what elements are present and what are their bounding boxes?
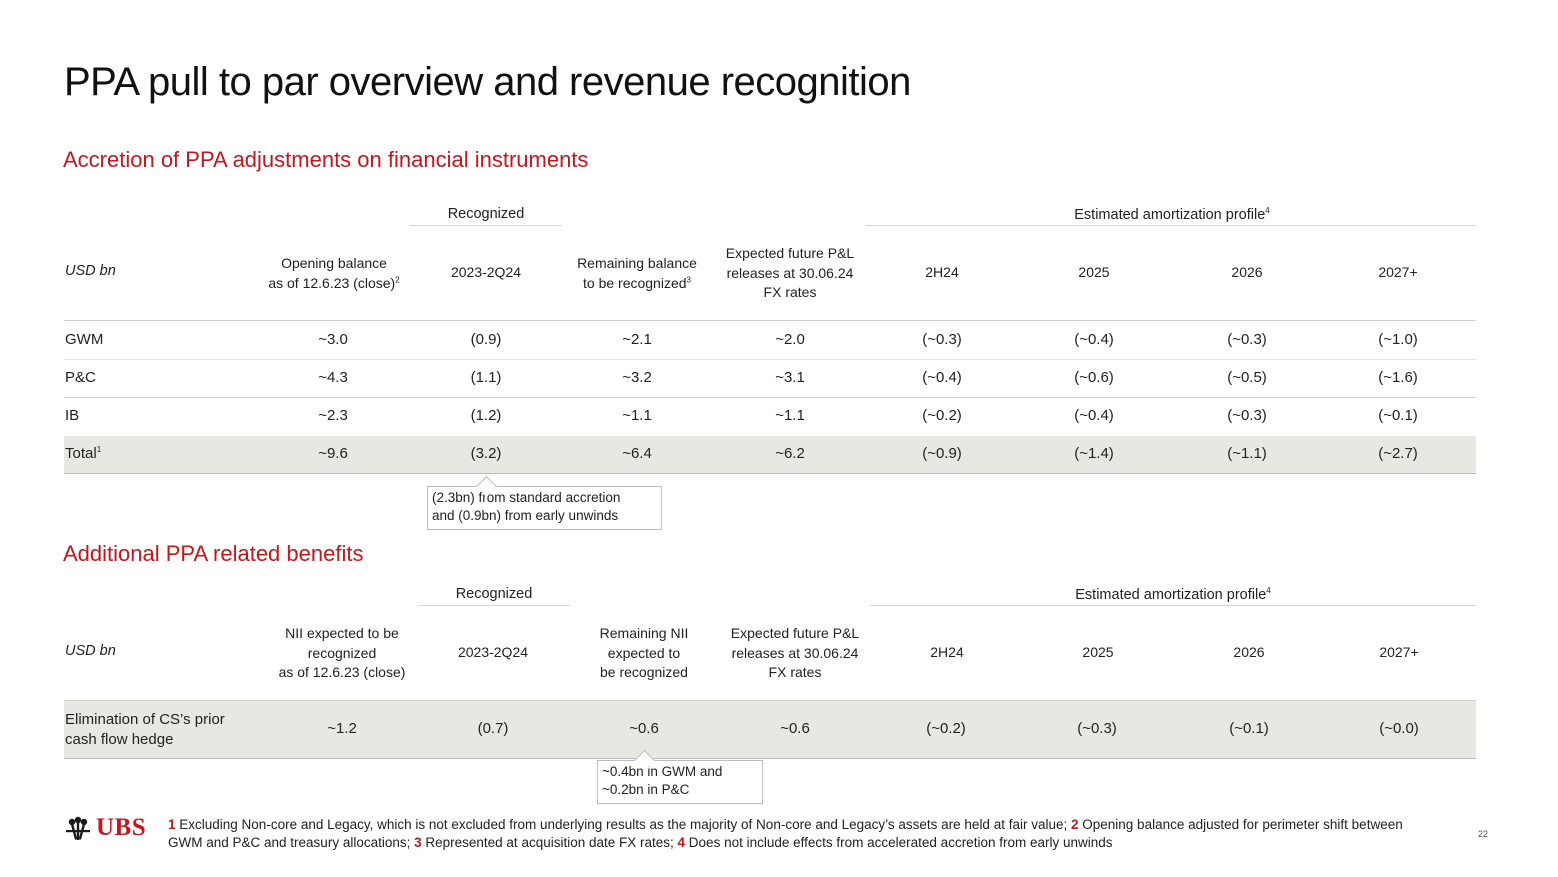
table-cell: (~1.0)	[1378, 331, 1418, 348]
unit-label: USD bn	[65, 643, 116, 659]
col-header-2026: 2026	[1233, 644, 1265, 660]
table-cell: (~0.3)	[922, 331, 962, 348]
table-cell: (~0.0)	[1379, 720, 1419, 737]
callout-nii-note: ~0.4bn in GWM and ~0.2bn in P&C	[597, 760, 763, 804]
table-cell: ~2.0	[775, 331, 805, 348]
table-cell: ~1.1	[622, 407, 652, 424]
section-heading-benefits: Additional PPA related benefits	[63, 541, 364, 566]
table-cell: (~0.9)	[922, 445, 962, 462]
table-cell: (~0.4)	[1074, 407, 1114, 424]
table-cell: ~2.3	[318, 407, 348, 424]
group-underline	[870, 605, 1476, 606]
row-label: P&C	[65, 369, 96, 386]
table-cell: ~1.2	[327, 720, 357, 737]
group-header-estimated: Estimated amortization profile4	[1075, 586, 1271, 603]
table-cell: (~0.2)	[922, 407, 962, 424]
col-header-expected: Expected future P&L releases at 30.06.24…	[730, 625, 860, 680]
row-label: Elimination of CS’s prior cash flow hedg…	[65, 711, 225, 748]
col-header-expected: Expected future P&L releases at 30.06.24…	[725, 245, 855, 300]
table-rule	[64, 473, 1476, 474]
table-row: P&C ~4.3 (1.1) ~3.2 ~3.1 (~0.4) (~0.6) (…	[64, 360, 1476, 397]
table-cell: ~3.0	[318, 331, 348, 348]
table-cell: (~0.6)	[1074, 369, 1114, 386]
table-cell: (~0.3)	[1077, 720, 1117, 737]
table-row: IB ~2.3 (1.2) ~1.1 ~1.1 (~0.2) (~0.4) (~…	[64, 398, 1476, 436]
table-cell: (~2.7)	[1378, 445, 1418, 462]
section-heading-accretion: Accretion of PPA adjustments on financia…	[63, 147, 589, 172]
table-cell: (~0.1)	[1378, 407, 1418, 424]
col-header-2h24: 2H24	[930, 644, 964, 660]
table-rule	[64, 397, 1476, 398]
col-header-recognized: 2023-2Q24	[457, 644, 529, 660]
table-cell: ~9.6	[318, 445, 348, 462]
page-number: 22	[1478, 829, 1489, 839]
table-cell: ~2.1	[622, 331, 652, 348]
group-header-recognized: Recognized	[455, 586, 533, 602]
table-cell: (~0.3)	[1227, 331, 1267, 348]
table-cell: ~6.4	[622, 445, 652, 462]
page-title: PPA pull to par overview and revenue rec…	[64, 60, 911, 104]
group-underline	[418, 605, 570, 606]
table-cell: ~3.1	[775, 369, 805, 386]
col-header-2027: 2027+	[1379, 644, 1419, 660]
table-rule	[64, 758, 1476, 759]
group-underline	[410, 225, 562, 226]
table-cell: (~1.6)	[1378, 369, 1418, 386]
table-row: GWM ~3.0 (0.9) ~2.1 ~2.0 (~0.3) (~0.4) (…	[64, 321, 1476, 359]
table-cell: ~3.2	[622, 369, 652, 386]
col-header-remaining: Remaining balance to be recognized3	[577, 255, 697, 291]
col-header-2026: 2026	[1231, 264, 1263, 280]
table-cell: (~0.4)	[922, 369, 962, 386]
col-header-opening: Opening balance as of 12.6.23 (close)2	[268, 255, 400, 291]
table-cell: (0.9)	[470, 331, 502, 348]
row-label: GWM	[65, 331, 104, 348]
table-rule	[64, 320, 1476, 321]
table-cell: ~4.3	[318, 369, 348, 386]
table-cell: (~0.3)	[1227, 407, 1267, 424]
table-cell: (~0.2)	[926, 720, 966, 737]
ubs-logo: UBS	[64, 814, 154, 844]
col-header-nii: NII expected to be recognized as of 12.6…	[278, 625, 406, 680]
table-cell: ~0.6	[780, 720, 810, 737]
col-header-2h24: 2H24	[925, 264, 959, 280]
row-label: Total1	[65, 445, 102, 462]
table-cell: ~1.1	[775, 407, 805, 424]
table-cell: ~0.6	[629, 720, 659, 737]
table-cell: (~0.4)	[1074, 331, 1114, 348]
group-header-recognized: Recognized	[447, 206, 525, 222]
unit-label: USD bn	[65, 263, 116, 279]
table-row-total: Elimination of CS’s prior cash flow hedg…	[64, 701, 1476, 758]
row-label: IB	[65, 407, 80, 424]
table-cell: (~1.4)	[1074, 445, 1114, 462]
table-cell: (3.2)	[470, 445, 502, 462]
col-header-2025: 2025	[1082, 644, 1114, 660]
ubs-logo-text: UBS	[96, 814, 147, 841]
table-row-total: Total1 ~9.6 (3.2) ~6.4 ~6.2 (~0.9) (~1.4…	[64, 436, 1476, 473]
table-cell: (~0.5)	[1227, 369, 1267, 386]
table-cell: (0.7)	[477, 720, 509, 737]
callout-accretion-note: (2.3bn) from standard accretion and (0.9…	[427, 486, 662, 530]
col-header-remaining: Remaining NII expected to be recognized	[599, 625, 689, 680]
table-cell: ~6.2	[775, 445, 805, 462]
group-underline	[866, 225, 1476, 226]
col-header-2027: 2027+	[1378, 264, 1418, 280]
col-header-2025: 2025	[1078, 264, 1110, 280]
table-rule	[64, 359, 1476, 360]
table-cell: (1.2)	[470, 407, 502, 424]
col-header-recognized: 2023-2Q24	[450, 264, 522, 280]
group-header-estimated: Estimated amortization profile4	[1074, 206, 1270, 223]
table-cell: (~1.1)	[1227, 445, 1267, 462]
table-rule	[64, 700, 1476, 701]
table-cell: (1.1)	[470, 369, 502, 386]
table-cell: (~0.1)	[1229, 720, 1269, 737]
ubs-keys-icon	[66, 816, 90, 840]
footnotes: 1 Excluding Non-core and Legacy, which i…	[168, 817, 1403, 850]
